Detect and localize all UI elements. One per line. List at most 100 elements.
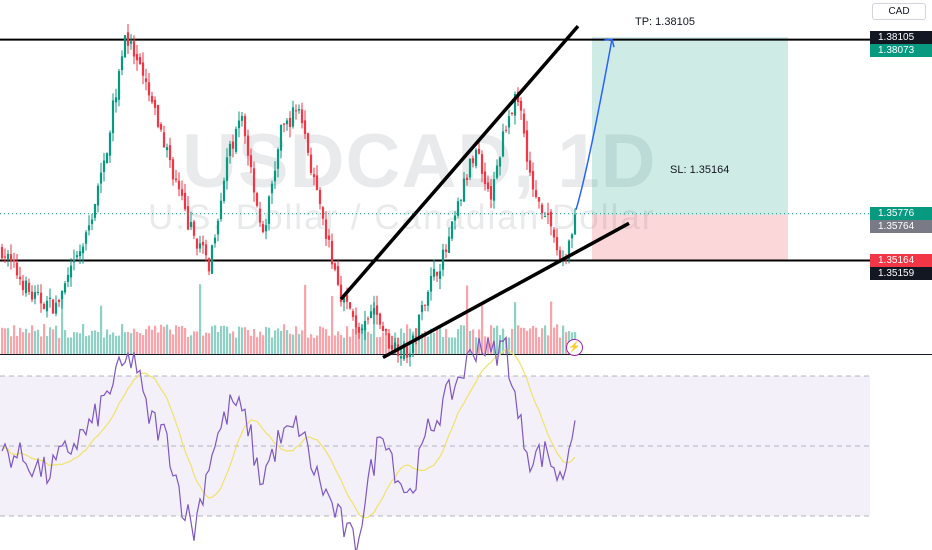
candle-body (411, 335, 415, 353)
candle-body (24, 280, 28, 294)
candle-body (276, 149, 280, 169)
candle-body (180, 189, 184, 196)
volume-bar (541, 328, 544, 354)
volume-bar (169, 329, 172, 354)
candle-body (351, 311, 355, 317)
currency-label[interactable]: CAD (872, 3, 926, 20)
candle-body (69, 265, 73, 278)
volume-bar (118, 335, 121, 354)
candle-body (141, 62, 145, 76)
projection-arrow (575, 39, 613, 210)
sl-price-label: 1.35164 (870, 254, 932, 267)
candle-body (429, 275, 433, 292)
volume-bar (496, 325, 499, 354)
candle-body (339, 284, 343, 302)
volume-bar (250, 335, 253, 354)
candle-body (78, 251, 82, 257)
candle-body (18, 276, 22, 280)
candle-body (204, 244, 208, 256)
candle-body (9, 254, 13, 261)
candle-body (27, 282, 31, 292)
candle-body (336, 266, 340, 285)
candle-body (426, 291, 430, 306)
candle-body (114, 97, 118, 103)
candle-body (288, 117, 292, 128)
candle-body (81, 246, 85, 254)
lightning-icon[interactable]: ⚡ (566, 339, 583, 356)
candle-body (285, 120, 289, 125)
candle-body (312, 174, 316, 178)
candle-body (321, 207, 325, 219)
candle-body (231, 141, 235, 149)
volume-bar (148, 325, 151, 354)
volume-bar (67, 337, 70, 354)
candle-body (375, 305, 379, 315)
candle-body (363, 321, 367, 331)
candle-body (39, 292, 43, 304)
candle-body (528, 160, 532, 173)
candle-body (495, 165, 499, 178)
candle-body (402, 343, 406, 360)
candle-body (21, 280, 25, 291)
candle-body (456, 201, 460, 216)
volume-bar (190, 335, 193, 354)
candle-body (15, 262, 19, 276)
volume-bar (484, 336, 487, 354)
candle-body (171, 159, 175, 180)
stop-loss-label: SL: 1.35164 (670, 164, 730, 176)
volume-bar (427, 336, 430, 354)
volume-bar (316, 335, 319, 354)
last-price-label: 1.35776 (870, 207, 932, 220)
candle-body (210, 245, 214, 274)
volume-bar (490, 325, 493, 354)
candle-body (507, 116, 511, 128)
candle-body (54, 302, 58, 314)
volume-bar (7, 328, 10, 354)
candle-body (90, 219, 94, 225)
candle-body (162, 132, 166, 148)
volume-bar (352, 328, 355, 354)
volume-bar (286, 330, 289, 354)
volume-bar (82, 324, 85, 354)
candle-body (447, 236, 451, 253)
candle-body (369, 311, 373, 319)
candle-body (549, 211, 553, 227)
candle-body (441, 249, 445, 270)
candle-body (546, 213, 550, 215)
volume-bar (265, 327, 268, 354)
candle-body (255, 193, 259, 206)
volume-bar (436, 328, 439, 354)
volume-bar (244, 327, 247, 354)
candle-body (237, 120, 241, 129)
volume-bar (214, 325, 217, 354)
candle-body (60, 290, 64, 300)
volume-bar (421, 332, 424, 354)
volume-bar (76, 332, 79, 354)
candle-body (159, 124, 163, 130)
volume-bar (235, 337, 238, 354)
candle-body (96, 185, 100, 206)
candle-body (177, 180, 181, 190)
volume-bar (553, 327, 556, 354)
volume-bar (28, 332, 31, 354)
candle-body (195, 238, 199, 249)
volume-bar (325, 329, 328, 354)
candle-body (531, 171, 535, 190)
entry-price-label: 1.35764 (870, 220, 932, 233)
candle-body (111, 100, 115, 134)
volume-bar (256, 337, 259, 354)
volume-bar (319, 326, 322, 354)
volume-bar (313, 337, 316, 354)
candle-body (45, 300, 49, 312)
volume-bar (298, 333, 301, 354)
candle-body (240, 116, 244, 121)
candle-body (378, 313, 382, 325)
candle-body (327, 235, 331, 240)
volume-bar (217, 332, 220, 354)
projection-arrowhead (603, 38, 615, 48)
volume-bar (211, 326, 214, 354)
volume-bar (166, 324, 169, 354)
volume-bar (202, 335, 205, 354)
candle-body (501, 131, 505, 157)
